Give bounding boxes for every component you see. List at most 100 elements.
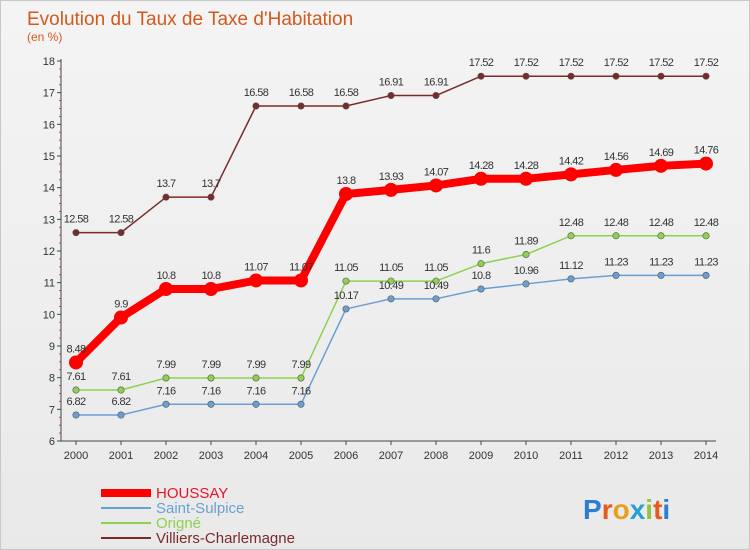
data-label: 16.58	[289, 87, 314, 99]
data-point	[69, 355, 83, 370]
data-point	[432, 92, 440, 100]
x-tick-label: 2006	[334, 450, 358, 462]
data-point	[432, 295, 440, 303]
x-tick-label: 2008	[424, 450, 448, 462]
data-point	[567, 72, 575, 80]
data-point	[159, 282, 173, 296]
data-point	[384, 182, 398, 197]
chart-subtitle: (en %)	[27, 30, 62, 44]
legend-item: Villiers-Charlemagne	[101, 530, 295, 547]
x-tick-label: 2005	[289, 450, 313, 462]
data-point	[342, 102, 350, 110]
legend-item: Saint-Sulpice	[101, 500, 244, 517]
data-label: 10.8	[471, 270, 490, 282]
x-tick-label: 2013	[649, 450, 673, 462]
data-label: 7.99	[291, 359, 310, 371]
data-label: 10.8	[201, 270, 220, 282]
data-label: 17.52	[469, 57, 494, 69]
x-tick-label: 2009	[469, 450, 493, 462]
data-point	[207, 193, 215, 201]
data-label: 14.07	[424, 166, 449, 178]
series-layer: 12.58 12.58 13.7 13.7 16.58 16.58 16.58 16.91 16…	[64, 57, 719, 419]
x-tick-label: 2003	[199, 450, 223, 462]
chart-title: Evolution du Taux de Taxe d'Habitation	[27, 9, 353, 30]
data-point	[654, 158, 668, 173]
data-label: 13.93	[379, 171, 404, 183]
x-tick-label: 2012	[604, 450, 628, 462]
x-tick-label: 2014	[694, 450, 718, 462]
x-tick-label: 2001	[109, 450, 133, 462]
data-point	[699, 156, 713, 171]
data-label: 11.23	[649, 256, 673, 268]
y-tick-label: 15	[43, 151, 55, 163]
data-label: 11.07	[289, 261, 313, 273]
data-label: 13.7	[156, 178, 175, 190]
legend-label: HOUSSAY	[156, 485, 228, 502]
legend: HOUSSAYSaint-SulpiceOrignéVilliers-Charl…	[101, 485, 295, 547]
data-point	[522, 250, 530, 258]
data-point	[612, 232, 620, 240]
data-label: 12.48	[559, 217, 584, 229]
data-label: 7.99	[246, 359, 265, 371]
data-label: 10.17	[334, 290, 359, 302]
data-label: 12.58	[64, 214, 89, 226]
data-label: 9.9	[114, 299, 128, 311]
y-tick-label: 6	[49, 436, 55, 448]
data-point	[72, 411, 80, 419]
legend-label: Villiers-Charlemagne	[156, 530, 295, 547]
data-label: 13.7	[201, 178, 220, 190]
data-point	[429, 178, 443, 193]
data-point	[117, 411, 125, 419]
x-tick-label: 2004	[244, 450, 268, 462]
series-saint-sulpice: 6.82 6.82 7.16 7.16 7.16 7.16 10.17 10.49 10.49 1…	[66, 256, 719, 419]
legend-label: Origné	[156, 515, 201, 532]
data-point	[297, 400, 305, 408]
y-tick-label: 16	[43, 119, 55, 131]
data-label: 16.91	[424, 77, 449, 89]
data-label: 11.12	[559, 260, 583, 272]
data-point	[297, 374, 305, 382]
data-label: 11.23	[694, 256, 718, 268]
data-point	[612, 72, 620, 80]
y-tick-label: 10	[43, 309, 55, 321]
series-villiers-charlemagne: 12.58 12.58 13.7 13.7 16.58 16.58 16.58 16.91 16…	[64, 57, 719, 237]
data-label: 11.05	[379, 262, 403, 274]
data-label: 6.82	[66, 396, 85, 408]
data-label: 13.8	[336, 175, 355, 187]
data-point	[207, 400, 215, 408]
data-point	[252, 374, 260, 382]
data-label: 17.52	[514, 57, 539, 69]
axes: 6 7 8 9 10 11 12 13 14 15 16 17 18 2000 2001 2002 2003 20…	[43, 56, 718, 462]
y-tick-label: 17	[43, 88, 55, 100]
legend-item: HOUSSAY	[101, 485, 228, 502]
data-point	[342, 277, 350, 285]
data-point	[474, 171, 488, 186]
data-label: 17.52	[604, 57, 629, 69]
data-point	[567, 275, 575, 283]
data-label: 7.99	[201, 359, 220, 371]
data-point	[519, 171, 533, 186]
data-point	[702, 72, 710, 80]
data-point	[249, 273, 263, 288]
data-point	[567, 232, 575, 240]
data-point	[657, 232, 665, 240]
data-label: 11.05	[424, 262, 448, 274]
data-label: 11.89	[514, 235, 538, 247]
legend-item: Origné	[101, 515, 201, 532]
data-point	[477, 72, 485, 80]
data-label: 17.52	[694, 57, 719, 69]
data-label: 11.07	[244, 261, 268, 273]
data-point	[162, 193, 170, 201]
y-tick-label: 8	[49, 373, 55, 385]
data-point	[612, 271, 620, 279]
data-point	[657, 271, 665, 279]
data-label: 17.52	[649, 57, 674, 69]
data-point	[702, 232, 710, 240]
data-label: 16.58	[334, 87, 359, 99]
data-label: 14.69	[649, 147, 674, 159]
data-label: 7.61	[111, 371, 130, 383]
data-label: 16.58	[244, 87, 269, 99]
data-label: 10.49	[424, 280, 449, 292]
data-point	[657, 72, 665, 80]
